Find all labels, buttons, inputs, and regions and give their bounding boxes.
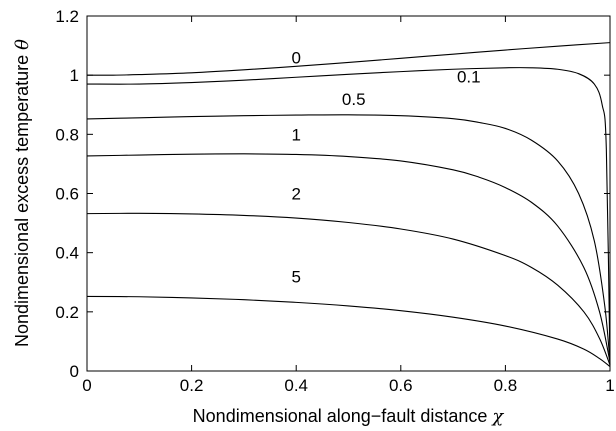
y-tick-label: 0.2 bbox=[55, 303, 79, 322]
x-axis-title-text: Nondimensional along−fault distance bbox=[193, 406, 488, 426]
curve-label-0: 0 bbox=[291, 48, 300, 67]
curve-0 bbox=[86, 42, 611, 76]
curve-5 bbox=[86, 295, 611, 367]
y-tick-label: 0.8 bbox=[55, 125, 79, 144]
plot-frame bbox=[86, 15, 611, 372]
tick-labels: 0 0.2 0.4 0.6 0.8 1 0 0.2 0.4 0.6 0.8 1 1.2 bbox=[55, 7, 614, 395]
y-tick-label: 0.4 bbox=[55, 244, 79, 263]
curve-label-0.1: 0.1 bbox=[457, 68, 481, 87]
curve-1 bbox=[86, 153, 611, 363]
curve-0.1 bbox=[86, 67, 611, 366]
x-axis-title: Nondimensional along−fault distance χ bbox=[193, 406, 505, 427]
y-tick-label: 0.6 bbox=[55, 185, 79, 204]
curve-2 bbox=[86, 212, 611, 366]
x-tick-label: 0.6 bbox=[389, 376, 413, 395]
curve-label-5: 5 bbox=[291, 267, 300, 286]
curve-label-0.5: 0.5 bbox=[342, 90, 366, 109]
x-tick-label: 0.4 bbox=[284, 376, 308, 395]
y-axis-symbol: θ bbox=[12, 39, 33, 50]
curve-label-1: 1 bbox=[291, 125, 300, 144]
curves bbox=[86, 42, 611, 367]
y-axis-title-text: Nondimensional excess temperature bbox=[12, 55, 32, 347]
curve-label-2: 2 bbox=[291, 184, 300, 203]
x-tick-label: 0.2 bbox=[180, 376, 204, 395]
curve-0.5 bbox=[86, 114, 611, 363]
curve-labels: 0 0.1 0.5 1 2 5 bbox=[291, 48, 480, 286]
y-tick-label: 1 bbox=[70, 66, 79, 85]
x-tick-label: 1 bbox=[605, 376, 614, 395]
y-tick-label: 1.2 bbox=[55, 7, 79, 26]
y-axis-title: Nondimensional excess temperature θ bbox=[12, 39, 33, 347]
ticks bbox=[86, 15, 611, 372]
x-tick-label: 0.8 bbox=[494, 376, 518, 395]
y-tick-label: 0 bbox=[70, 362, 79, 381]
x-tick-label: 0 bbox=[82, 376, 91, 395]
x-axis-symbol: χ bbox=[490, 406, 504, 427]
